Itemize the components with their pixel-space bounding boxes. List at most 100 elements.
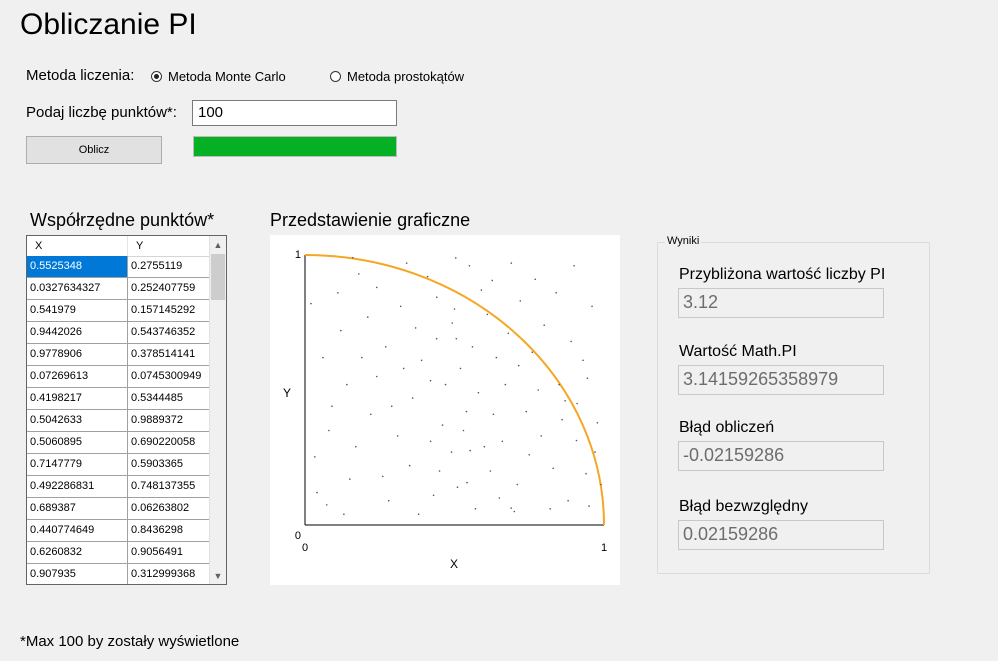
radio-rectangles-label[interactable]: Metoda prostokątów xyxy=(347,69,465,84)
cell-y[interactable]: 0.543746352 xyxy=(128,322,210,343)
data-point xyxy=(355,445,357,448)
cell-y[interactable]: 0.157145292 xyxy=(128,300,210,321)
data-point xyxy=(492,413,495,416)
data-point xyxy=(432,494,435,497)
cell-y[interactable]: 0.9889372 xyxy=(128,410,210,431)
data-point xyxy=(531,351,534,353)
x-tick-1: 1 xyxy=(601,542,607,554)
data-point xyxy=(316,491,318,494)
cell-y[interactable]: 0.8436298 xyxy=(128,520,210,541)
scroll-up-icon[interactable]: ▲ xyxy=(213,239,223,250)
cell-x[interactable]: 0.9442026 xyxy=(27,322,128,343)
grid-rows: 0.5525348 0.2755119 0.0327634327 0.25240775… xyxy=(27,256,210,584)
column-header-y[interactable]: Y xyxy=(128,236,210,256)
grid-scrollbar[interactable]: ▲ ▼ xyxy=(209,236,226,584)
cell-y[interactable]: 0.9056491 xyxy=(128,542,210,563)
points-count-input[interactable]: 100 xyxy=(192,100,397,126)
data-point xyxy=(525,410,528,413)
cell-y[interactable]: 0.5344485 xyxy=(128,388,210,409)
calc-error-value[interactable]: -0.02159286 xyxy=(678,441,884,471)
table-row[interactable]: 0.7147779 0.5903365 xyxy=(27,454,210,476)
mathpi-label: Wartość Math.PI xyxy=(679,343,797,360)
data-point xyxy=(453,308,456,310)
data-point xyxy=(510,507,512,509)
data-point xyxy=(469,449,472,452)
data-point xyxy=(596,422,599,424)
approx-pi-value[interactable]: 3.12 xyxy=(678,288,884,318)
data-point xyxy=(358,273,360,275)
cell-x[interactable]: 0.541979 xyxy=(27,300,128,321)
cell-y[interactable]: 0.748137355 xyxy=(128,476,210,497)
cell-y[interactable]: 0.312999368 xyxy=(128,564,210,584)
mathpi-value[interactable]: 3.14159265358979 xyxy=(678,365,884,395)
data-point xyxy=(337,292,339,294)
data-point xyxy=(549,508,551,510)
data-point xyxy=(537,389,540,391)
table-row[interactable]: 0.5060895 0.690220058 xyxy=(27,432,210,454)
data-point xyxy=(313,456,316,458)
scroll-thumb[interactable] xyxy=(211,254,225,300)
table-row[interactable]: 0.4198217 0.5344485 xyxy=(27,388,210,410)
cell-x[interactable]: 0.4198217 xyxy=(27,388,128,409)
table-row[interactable]: 0.0327634327 0.252407759 xyxy=(27,278,210,300)
table-row[interactable]: 0.541979 0.157145292 xyxy=(27,300,210,322)
column-header-x[interactable]: X xyxy=(27,236,128,256)
data-point xyxy=(513,510,516,513)
table-row[interactable]: 0.440774649 0.8436298 xyxy=(27,520,210,542)
cell-x[interactable]: 0.5042633 xyxy=(27,410,128,431)
cell-x[interactable]: 0.6260832 xyxy=(27,542,128,563)
cell-y[interactable]: 0.2755119 xyxy=(128,256,210,277)
data-point xyxy=(399,305,402,308)
cell-x[interactable]: 0.440774649 xyxy=(27,520,128,541)
scroll-down-icon[interactable]: ▼ xyxy=(213,570,223,581)
data-point xyxy=(438,470,441,472)
data-point xyxy=(540,435,543,437)
data-point xyxy=(328,429,330,432)
cell-y[interactable]: 0.690220058 xyxy=(128,432,210,453)
data-point xyxy=(582,359,584,362)
table-row[interactable]: 0.9778906 0.378514141 xyxy=(27,344,210,366)
cell-x[interactable]: 0.9778906 xyxy=(27,344,128,365)
data-point xyxy=(361,356,363,359)
radio-rectangles[interactable]: Metoda prostokątów xyxy=(330,69,464,84)
table-row[interactable]: 0.907935 0.312999368 xyxy=(27,564,210,584)
table-row[interactable]: 0.07269613 0.0745300949 xyxy=(27,366,210,388)
coords-grid[interactable]: X Y 0.5525348 0.2755119 0.0327634327 0.2524… xyxy=(26,235,227,585)
cell-y[interactable]: 0.378514141 xyxy=(128,344,210,365)
cell-y[interactable]: 0.0745300949 xyxy=(128,366,210,387)
table-row[interactable]: 0.5525348 0.2755119 xyxy=(27,256,210,278)
data-point xyxy=(454,257,457,259)
calculate-button[interactable]: Oblicz xyxy=(26,136,162,164)
data-point xyxy=(384,346,387,348)
cell-x[interactable]: 0.689387 xyxy=(27,498,128,519)
table-row[interactable]: 0.9442026 0.543746352 xyxy=(27,322,210,344)
cell-x[interactable]: 0.907935 xyxy=(27,564,128,584)
cell-x[interactable]: 0.0327634327 xyxy=(27,278,128,299)
cell-x[interactable]: 0.5060895 xyxy=(27,432,128,453)
radio-indicator-unchecked[interactable] xyxy=(330,71,341,82)
data-point xyxy=(381,475,384,478)
cell-y[interactable]: 0.5903365 xyxy=(128,454,210,475)
cell-x[interactable]: 0.7147779 xyxy=(27,454,128,475)
cell-x[interactable]: 0.492286831 xyxy=(27,476,128,497)
data-point xyxy=(504,383,507,386)
abs-error-value[interactable]: 0.02159286 xyxy=(678,520,884,550)
data-point xyxy=(429,440,432,443)
table-row[interactable]: 0.5042633 0.9889372 xyxy=(27,410,210,432)
data-point xyxy=(456,486,459,488)
cell-x[interactable]: 0.07269613 xyxy=(27,366,128,387)
table-row[interactable]: 0.6260832 0.9056491 xyxy=(27,542,210,564)
radio-monte-carlo[interactable]: Metoda Monte Carlo xyxy=(151,69,286,84)
data-point xyxy=(516,483,519,486)
radio-monte-carlo-label[interactable]: Metoda Monte Carlo xyxy=(168,69,286,84)
coords-title: Współrzędne punktów* xyxy=(30,210,215,230)
data-point xyxy=(390,405,393,407)
table-row[interactable]: 0.689387 0.06263802 xyxy=(27,498,210,520)
radio-indicator-checked[interactable] xyxy=(151,71,162,82)
data-point xyxy=(567,499,569,502)
cell-y[interactable]: 0.06263802 xyxy=(128,498,210,519)
cell-x[interactable]: 0.5525348 xyxy=(27,256,128,277)
data-point xyxy=(340,329,342,332)
table-row[interactable]: 0.492286831 0.748137355 xyxy=(27,476,210,498)
cell-y[interactable]: 0.252407759 xyxy=(128,278,210,299)
